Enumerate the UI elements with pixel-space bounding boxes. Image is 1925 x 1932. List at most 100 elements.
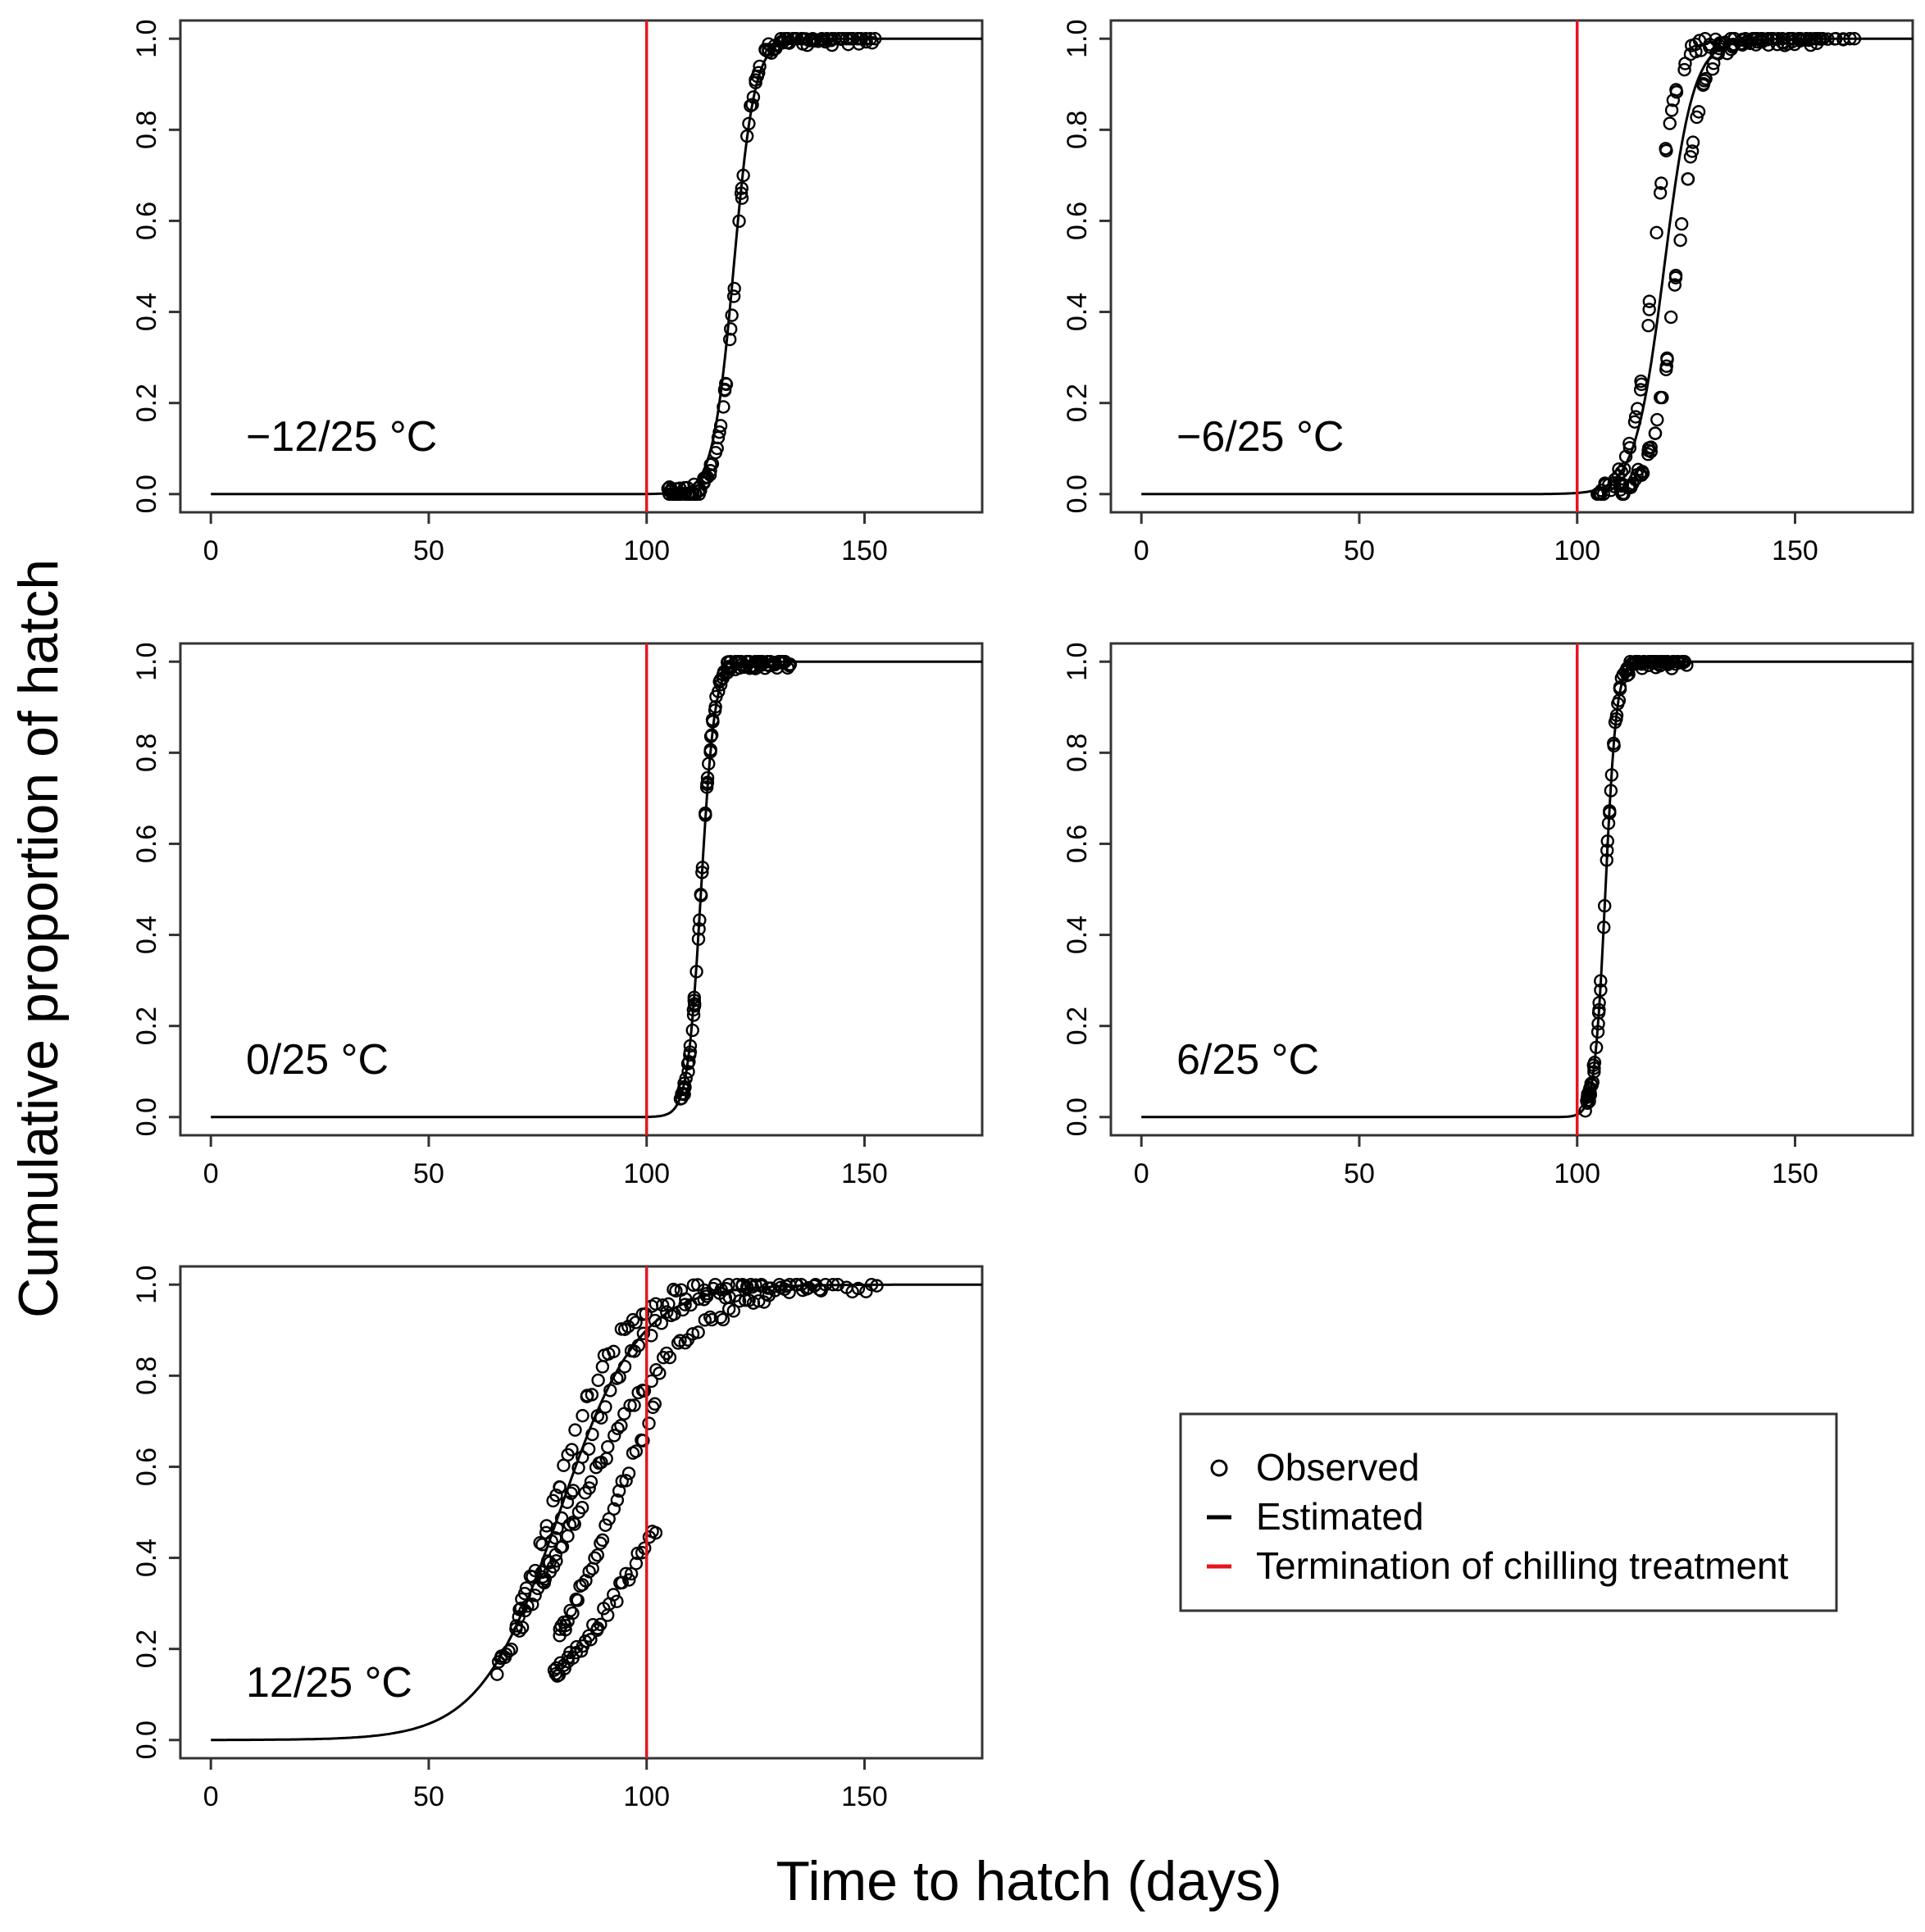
y-tick-label: 0.0 — [131, 475, 162, 513]
observed-point — [1680, 658, 1694, 672]
observed-point — [648, 1297, 663, 1311]
y-tick-label: 1.0 — [131, 1266, 162, 1304]
observed-point — [1642, 294, 1657, 308]
observed-point — [568, 1423, 582, 1437]
observed-point — [725, 308, 739, 322]
panel-2: 0 50 100 150 0.0 0.2 0.4 0.6 0.8 1.0 −6/25 °C — [1062, 19, 1914, 566]
observed-point — [679, 1292, 693, 1306]
observed-point — [638, 1541, 652, 1555]
observed-point — [509, 1619, 524, 1633]
x-tick-label: 50 — [1344, 535, 1375, 566]
observed-point — [629, 1557, 644, 1571]
observed-point — [685, 1327, 700, 1341]
observed-point — [1673, 233, 1687, 248]
observed-point — [1663, 310, 1678, 325]
observed-point — [700, 470, 715, 484]
observed-point — [1644, 440, 1658, 454]
observed-point — [621, 1466, 636, 1480]
y-tick-label: 0.0 — [131, 1721, 162, 1759]
observed-point — [812, 1283, 826, 1297]
legend-observed-label: Observed — [1256, 1446, 1419, 1489]
x-tick-label: 50 — [413, 535, 444, 566]
observed-point — [490, 1667, 504, 1681]
y-tick-label: 0.0 — [1062, 475, 1093, 513]
x-tick-label: 50 — [413, 1158, 444, 1189]
legend-box — [1179, 1412, 1838, 1612]
observed-point — [662, 1297, 676, 1311]
y-tick-label: 0.4 — [1062, 293, 1093, 331]
observed-point — [566, 1606, 580, 1621]
x-tick-label: 150 — [841, 535, 888, 566]
panel-label: −12/25 °C — [246, 413, 437, 461]
plot-area — [211, 643, 982, 1135]
observed-point — [588, 1551, 602, 1566]
observed-point — [1650, 412, 1664, 427]
observed-point — [607, 1588, 621, 1602]
observed-point — [726, 1304, 740, 1318]
observed-point — [716, 1312, 730, 1327]
observed-point — [563, 1603, 577, 1618]
observed-point — [726, 289, 741, 303]
y-tick-label: 0.0 — [131, 1098, 162, 1136]
observed-point — [713, 678, 728, 692]
observed-point — [719, 377, 734, 392]
plot-area — [211, 20, 982, 512]
observed-point — [558, 1623, 572, 1637]
observed-point — [1659, 359, 1673, 373]
y-tick-label: 0.2 — [131, 1630, 162, 1668]
observed-point — [576, 1408, 589, 1423]
observed-point — [648, 1313, 662, 1328]
y-tick-label: 0.4 — [131, 293, 162, 331]
observed-point — [642, 1416, 656, 1430]
x-tick-label: 100 — [623, 535, 670, 566]
observed-point — [567, 1517, 581, 1531]
y-axis-title: Cumulative proportion of hatch — [7, 559, 70, 1318]
observed-point — [582, 1565, 596, 1579]
observed-point — [1653, 186, 1668, 200]
observed-point — [623, 1398, 637, 1412]
estimated-curve — [1141, 37, 1913, 496]
x-tick-label: 100 — [1554, 535, 1600, 566]
observed-point — [649, 1363, 663, 1377]
x-axis-title: Time to hatch (days) — [776, 1850, 1281, 1912]
y-tick-label: 0.2 — [1062, 384, 1093, 422]
observed-point — [1660, 352, 1674, 366]
plot-area — [211, 1266, 982, 1758]
observed-point — [648, 1397, 662, 1411]
observed-point — [691, 1325, 705, 1339]
panel-5: 0 50 100 150 0.0 0.2 0.4 0.6 0.8 1.0 12/25 °C — [131, 1265, 984, 1812]
observed-point — [619, 1474, 633, 1488]
observed-point — [617, 1407, 631, 1421]
y-tick-label: 0.6 — [1062, 825, 1093, 863]
observed-point — [713, 1311, 728, 1325]
observed-point — [611, 1421, 625, 1435]
observed-point — [555, 1539, 570, 1554]
panel-label: 12/25 °C — [246, 1659, 412, 1707]
observed-point — [727, 281, 741, 296]
observed-point — [1617, 461, 1631, 476]
observed-point — [636, 1326, 651, 1340]
observed-point — [655, 1298, 670, 1312]
panel-label: 6/25 °C — [1176, 1036, 1319, 1084]
observed-point — [1654, 176, 1668, 190]
observed-point — [662, 1350, 677, 1365]
y-tick-label: 0.4 — [131, 916, 162, 954]
y-tick-label: 0.2 — [1062, 1007, 1093, 1045]
y-tick-label: 0.0 — [1062, 1098, 1093, 1136]
estimated-curve — [1141, 660, 1913, 1119]
observed-point — [584, 1475, 598, 1489]
observed-point — [1677, 62, 1691, 77]
observed-point — [1674, 217, 1689, 231]
observed-point — [554, 1511, 569, 1525]
x-tick-label: 150 — [1772, 535, 1818, 566]
y-tick-label: 1.0 — [1062, 643, 1093, 681]
observed-point — [694, 483, 708, 498]
observed-point — [637, 1384, 652, 1398]
y-tick-label: 1.0 — [1062, 20, 1093, 58]
observed-point — [1659, 143, 1673, 158]
observed-point — [1686, 135, 1700, 149]
observed-point — [585, 1388, 599, 1402]
observed-point — [584, 1633, 598, 1647]
y-tick-label: 0.4 — [131, 1539, 162, 1577]
x-tick-label: 150 — [841, 1781, 888, 1812]
